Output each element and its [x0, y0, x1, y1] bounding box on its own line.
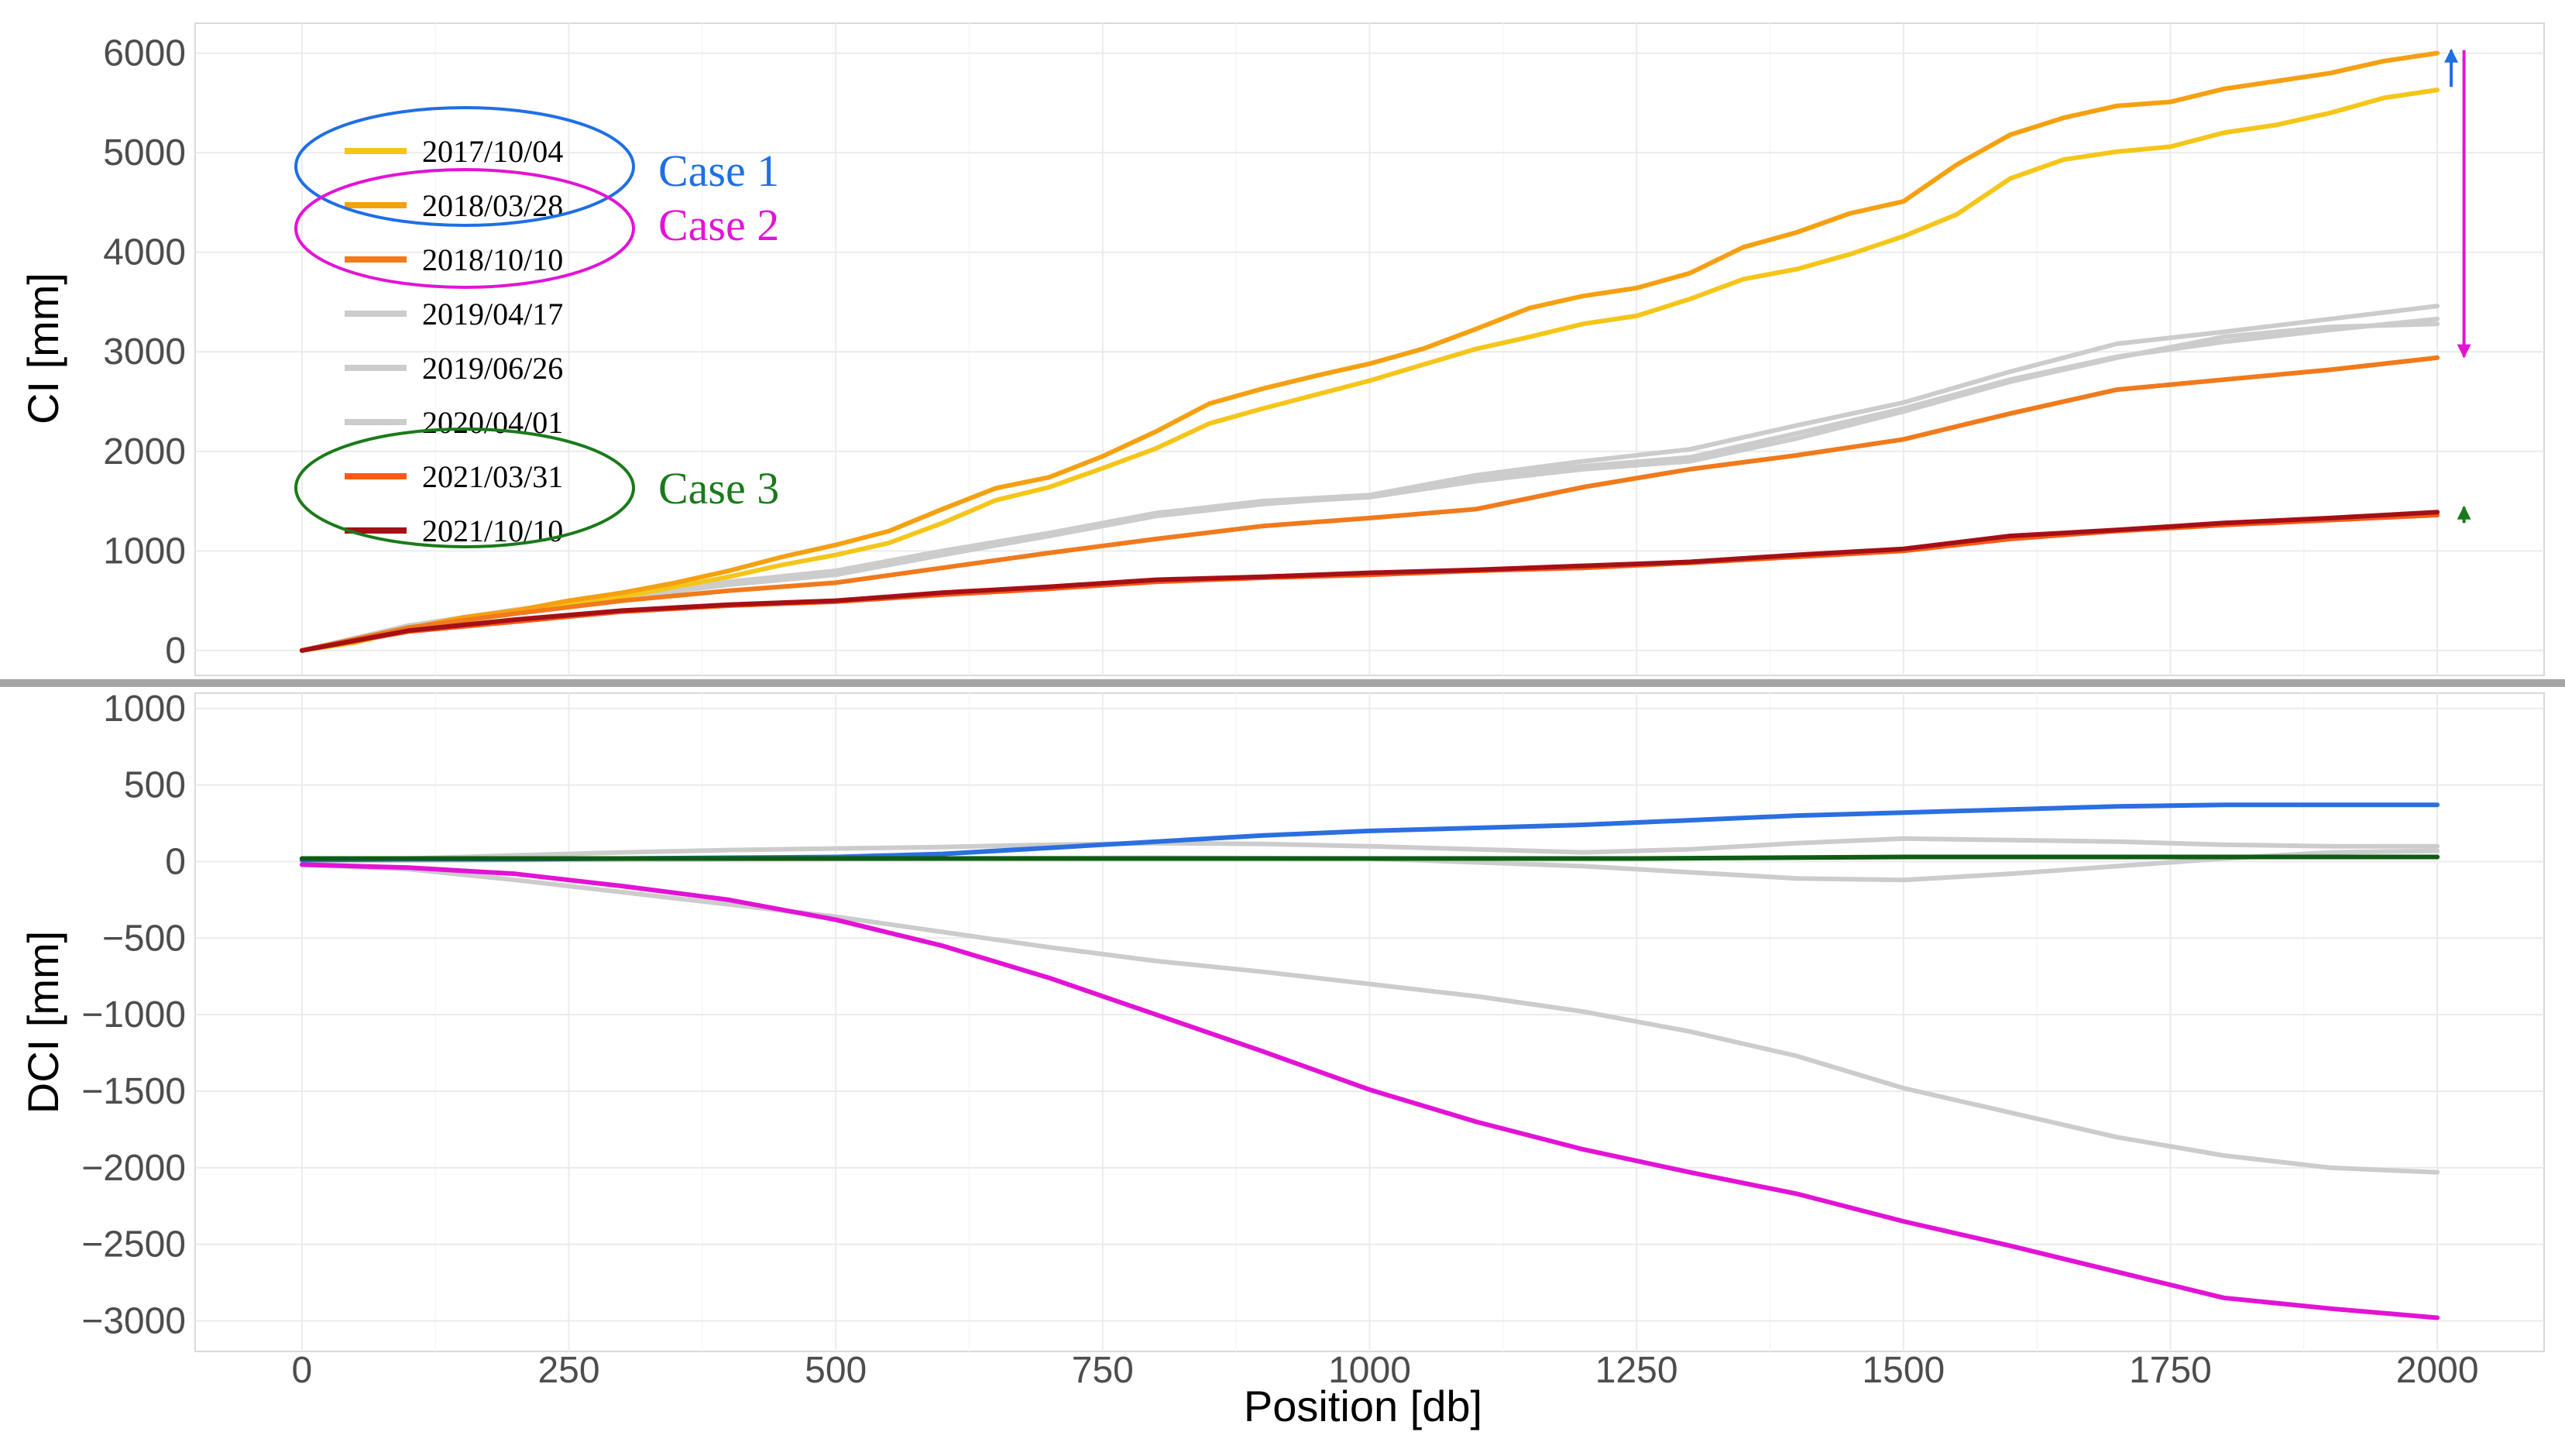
case-3-arrow-head [2457, 505, 2471, 520]
x-tick-label: 1750 [2129, 1350, 2212, 1391]
top-series-2021-10-10 [299, 510, 2440, 653]
case-2-ellipse [294, 168, 635, 289]
case-1-label: Case 1 [658, 146, 779, 196]
top-y-tick-label: 0 [165, 630, 186, 671]
legend-label: 2021/03/31 [422, 459, 563, 494]
x-tick-label: 750 [1072, 1350, 1134, 1391]
x-tick-label: 1250 [1595, 1350, 1678, 1391]
bottom-series-case-2 [299, 862, 2440, 1320]
legend-label: 2021/10/10 [422, 513, 563, 548]
bottom-series-case-3 [299, 854, 2440, 861]
legend-label: 2018/10/10 [422, 242, 563, 277]
top-y-tick-label: 1000 [103, 531, 186, 572]
top-y-axis-title: CI [mm] [19, 273, 67, 424]
bottom-series-gray-upper-1 [299, 836, 2440, 863]
legend-label: 2019/06/26 [422, 351, 563, 386]
bottom-panel-series [299, 802, 2440, 1320]
top-series-2018-03-28 [299, 50, 2440, 653]
x-tick-label: 500 [805, 1350, 867, 1391]
legend-label: 2018/03/28 [422, 188, 563, 223]
legend-label: 2017/10/04 [422, 134, 563, 169]
x-ticks: 0 250 500 750 1000 1250 1500 1750 2000 [292, 1350, 2479, 1391]
case-3-ellipse [294, 428, 635, 548]
case-2-arrow-head [2457, 344, 2471, 359]
bottom-y-tick-label: −3000 [81, 1300, 186, 1341]
bottom-panel-grid [195, 693, 2544, 1351]
top-panel-series [299, 50, 2440, 653]
bottom-y-tick-label: 500 [124, 765, 186, 806]
case-arrows [2444, 48, 2471, 524]
bottom-y-axis-title: DCI [mm] [19, 931, 67, 1114]
top-y-ticks: 0 1000 2000 3000 4000 5000 6000 [103, 33, 186, 671]
case-2-label: Case 2 [658, 200, 779, 250]
top-series-2017-10-04 [299, 88, 2440, 653]
top-y-tick-label: 6000 [103, 33, 186, 74]
case-1-arrow-head [2444, 48, 2459, 63]
bottom-series-gray-lower [299, 862, 2440, 1175]
x-tick-label: 0 [292, 1350, 313, 1391]
case-3-label: Case 3 [658, 463, 779, 513]
x-axis-title: Position [db] [1244, 1382, 1482, 1430]
top-y-tick-label: 3000 [103, 331, 186, 373]
legend: 2017/10/04 2018/03/28 2018/10/10 2019/04/17… [345, 134, 563, 548]
bottom-y-tick-label: 1000 [103, 689, 186, 730]
top-y-tick-label: 5000 [103, 132, 186, 173]
x-tick-label: 1000 [1328, 1350, 1411, 1391]
x-tick-label: 250 [537, 1350, 599, 1391]
bottom-y-tick-label: −500 [102, 918, 186, 959]
x-tick-label: 1500 [1862, 1350, 1945, 1391]
top-y-tick-label: 4000 [103, 232, 186, 273]
legend-label: 2019/04/17 [422, 297, 563, 331]
bottom-y-tick-label: −2500 [81, 1224, 186, 1265]
bottom-y-ticks: −3000 −2500 −2000 −1500 −1000 −500 0 500 1000 [81, 689, 186, 1342]
bottom-y-tick-label: −1500 [81, 1071, 186, 1112]
top-y-tick-label: 2000 [103, 431, 186, 472]
bottom-y-tick-label: −2000 [81, 1148, 186, 1189]
case-1-ellipse [294, 106, 635, 227]
bottom-y-tick-label: 0 [165, 841, 186, 882]
top-series-2018-10-10 [299, 355, 2440, 653]
bottom-y-tick-label: −1000 [81, 994, 186, 1035]
top-panel-grid [195, 23, 2544, 675]
x-tick-label: 2000 [2396, 1350, 2479, 1391]
